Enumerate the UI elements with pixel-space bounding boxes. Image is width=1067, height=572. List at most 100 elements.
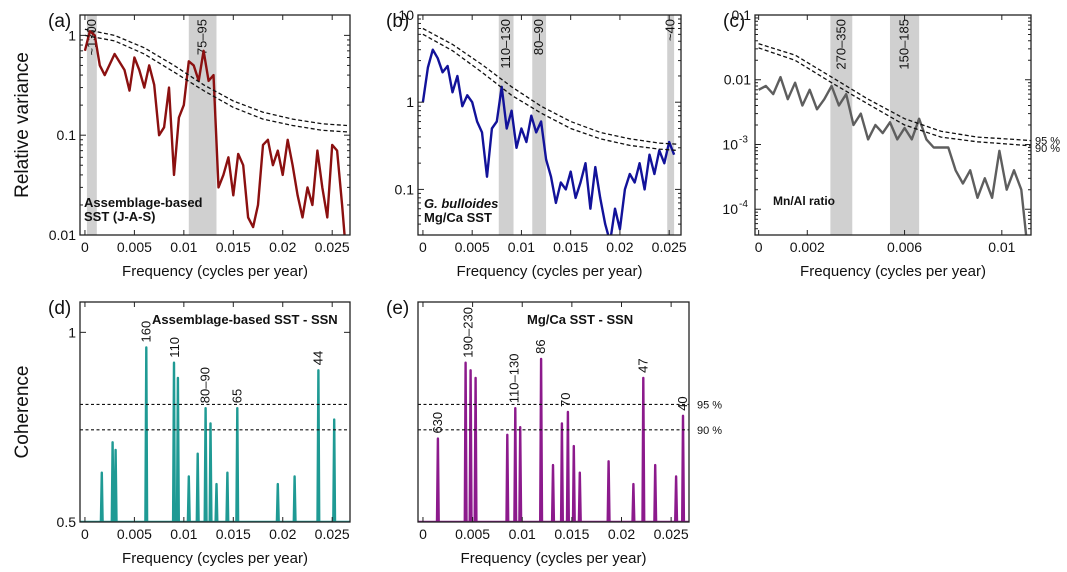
panel-label: (a) bbox=[48, 11, 71, 32]
y-tick-label: 0.1 bbox=[57, 127, 77, 143]
x-axis-label: Frequency (cycles per year) bbox=[122, 550, 308, 567]
x-tick-label: 0.01 bbox=[508, 239, 535, 255]
y-tick-label: 0.1 bbox=[732, 7, 752, 23]
peak-label: 190–230 bbox=[461, 307, 476, 358]
peak-label: 86 bbox=[533, 339, 548, 353]
x-tick-label: 0.005 bbox=[455, 526, 490, 542]
peak-label: 40 bbox=[675, 396, 690, 410]
x-tick-label: 0.005 bbox=[455, 239, 490, 255]
x-tick-label: 0.01 bbox=[988, 239, 1015, 255]
panel-a: ~1300 75–950 0.005 0.01 0.015 0.02 0.0250.010.… bbox=[12, 11, 351, 280]
peak-label: 110 bbox=[167, 337, 182, 358]
y-tick-exponent: -4 bbox=[739, 199, 748, 210]
y-tick-label: 0.01 bbox=[724, 72, 751, 88]
shaded-band bbox=[830, 15, 853, 235]
legend-text: G. bulloides bbox=[424, 196, 498, 211]
confidence-label-95: 95 % bbox=[1035, 136, 1060, 148]
y-tick-label: 0.1 bbox=[395, 181, 415, 197]
plot-frame bbox=[79, 14, 351, 236]
peak-label: 630 bbox=[430, 412, 445, 434]
peak-label: 110–130 bbox=[506, 354, 521, 404]
plot-frame bbox=[417, 14, 682, 236]
band-label: 75–95 bbox=[195, 19, 210, 55]
confidence-line-90 bbox=[758, 47, 1031, 147]
confidence-line-95 bbox=[422, 27, 678, 145]
x-tick-label: 0.02 bbox=[269, 239, 296, 255]
x-tick-label: 0.006 bbox=[887, 239, 922, 255]
x-tick-label: 0.015 bbox=[216, 526, 251, 542]
legend-text: SST (J-A-S) bbox=[84, 209, 156, 224]
y-axis-label: Coherence bbox=[12, 366, 33, 459]
x-axis-label: Frequency (cycles per year) bbox=[457, 263, 643, 280]
x-axis-label: Frequency (cycles per year) bbox=[122, 263, 308, 280]
panel-title: Mg/Ca SST - SSN bbox=[527, 312, 633, 327]
x-tick-label: 0.025 bbox=[315, 239, 350, 255]
confidence-line-95 bbox=[758, 43, 1031, 142]
peak-label: 70 bbox=[558, 393, 573, 407]
band-label: 110–130 bbox=[498, 19, 513, 69]
panel-e: 95 % 90 % 630 190–230 110–130 86 70 47 40 0 0.005 0… bbox=[386, 298, 722, 567]
x-tick-label: 0.002 bbox=[790, 239, 825, 255]
peak-label: 80–90 bbox=[198, 367, 213, 403]
coherence-line bbox=[418, 357, 689, 522]
x-tick-label: 0.025 bbox=[315, 526, 350, 542]
y-tick-label: 1 bbox=[406, 94, 414, 110]
y-tick-label: 10 bbox=[722, 136, 738, 152]
x-tick-label: 0 bbox=[419, 526, 427, 542]
panel-label: (e) bbox=[386, 298, 409, 319]
shaded-band bbox=[86, 15, 97, 235]
y-tick-label: 1 bbox=[68, 27, 76, 43]
panel-label: (d) bbox=[48, 298, 71, 319]
plot-frame bbox=[417, 301, 690, 523]
panel-b: 110–130 80–90 ~40 0 0.005 0.01 0.015 0.02 0.025 0… bbox=[386, 7, 687, 280]
x-axis-label: Frequency (cycles per year) bbox=[800, 263, 986, 280]
panel-label: (b) bbox=[386, 11, 409, 32]
x-axis-label: Frequency (cycles per year) bbox=[461, 550, 647, 567]
x-tick-label: 0.015 bbox=[553, 239, 588, 255]
x-tick-label: 0.02 bbox=[269, 526, 296, 542]
shaded-band bbox=[667, 15, 675, 235]
x-tick-label: 0 bbox=[81, 526, 89, 542]
x-tick-label: 0.01 bbox=[170, 526, 197, 542]
x-tick-label: 0.025 bbox=[652, 239, 687, 255]
x-tick-label: 0.005 bbox=[117, 239, 152, 255]
coherence-line bbox=[80, 346, 350, 522]
legend-text: Mn/Al ratio bbox=[773, 194, 835, 208]
x-tick-label: 0 bbox=[419, 239, 427, 255]
confidence-label-90: 90 % bbox=[1035, 143, 1060, 155]
x-tick-label: 0.02 bbox=[608, 526, 635, 542]
y-tick-label: 0.5 bbox=[57, 514, 77, 530]
band-label: 150–185 bbox=[897, 19, 912, 70]
legend-text: Mg/Ca SST bbox=[424, 210, 492, 225]
spectrum-line bbox=[758, 75, 1028, 235]
confidence-line-90 bbox=[422, 33, 678, 152]
peak-label: 47 bbox=[635, 358, 650, 372]
panel-d: 160 110 80–90 65 44 0 0.005 0.01 0.015 0.02 0.025 0… bbox=[12, 298, 351, 567]
y-tick-label: 10 bbox=[398, 7, 414, 23]
x-tick-label: 0.01 bbox=[509, 526, 536, 542]
y-tick-label: 10 bbox=[722, 201, 738, 217]
x-tick-label: 0.01 bbox=[170, 239, 197, 255]
spectrum-line bbox=[421, 48, 676, 235]
panel-label: (c) bbox=[723, 11, 745, 32]
x-tick-label: 0.015 bbox=[554, 526, 589, 542]
x-tick-label: 0.005 bbox=[117, 526, 152, 542]
threshold-label: 95 % bbox=[697, 399, 722, 411]
y-axis-label: Relative variance bbox=[12, 52, 33, 198]
confidence-line-90 bbox=[84, 34, 348, 133]
legend-text: Assemblage-based bbox=[84, 195, 203, 210]
threshold-label: 90 % bbox=[697, 425, 722, 437]
x-tick-label: 0.02 bbox=[606, 239, 633, 255]
x-tick-label: 0.015 bbox=[216, 239, 251, 255]
band-label: 80–90 bbox=[531, 19, 546, 55]
y-tick-exponent: -3 bbox=[739, 134, 748, 145]
plot-frame bbox=[79, 301, 351, 523]
y-tick-label: 0.01 bbox=[49, 227, 76, 243]
spectrum-line bbox=[83, 30, 346, 235]
peak-label: 65 bbox=[229, 389, 244, 403]
y-tick-label: 1 bbox=[68, 324, 76, 340]
peak-label: 44 bbox=[310, 351, 325, 365]
panel-title: Assemblage-based SST - SSN bbox=[152, 312, 338, 327]
